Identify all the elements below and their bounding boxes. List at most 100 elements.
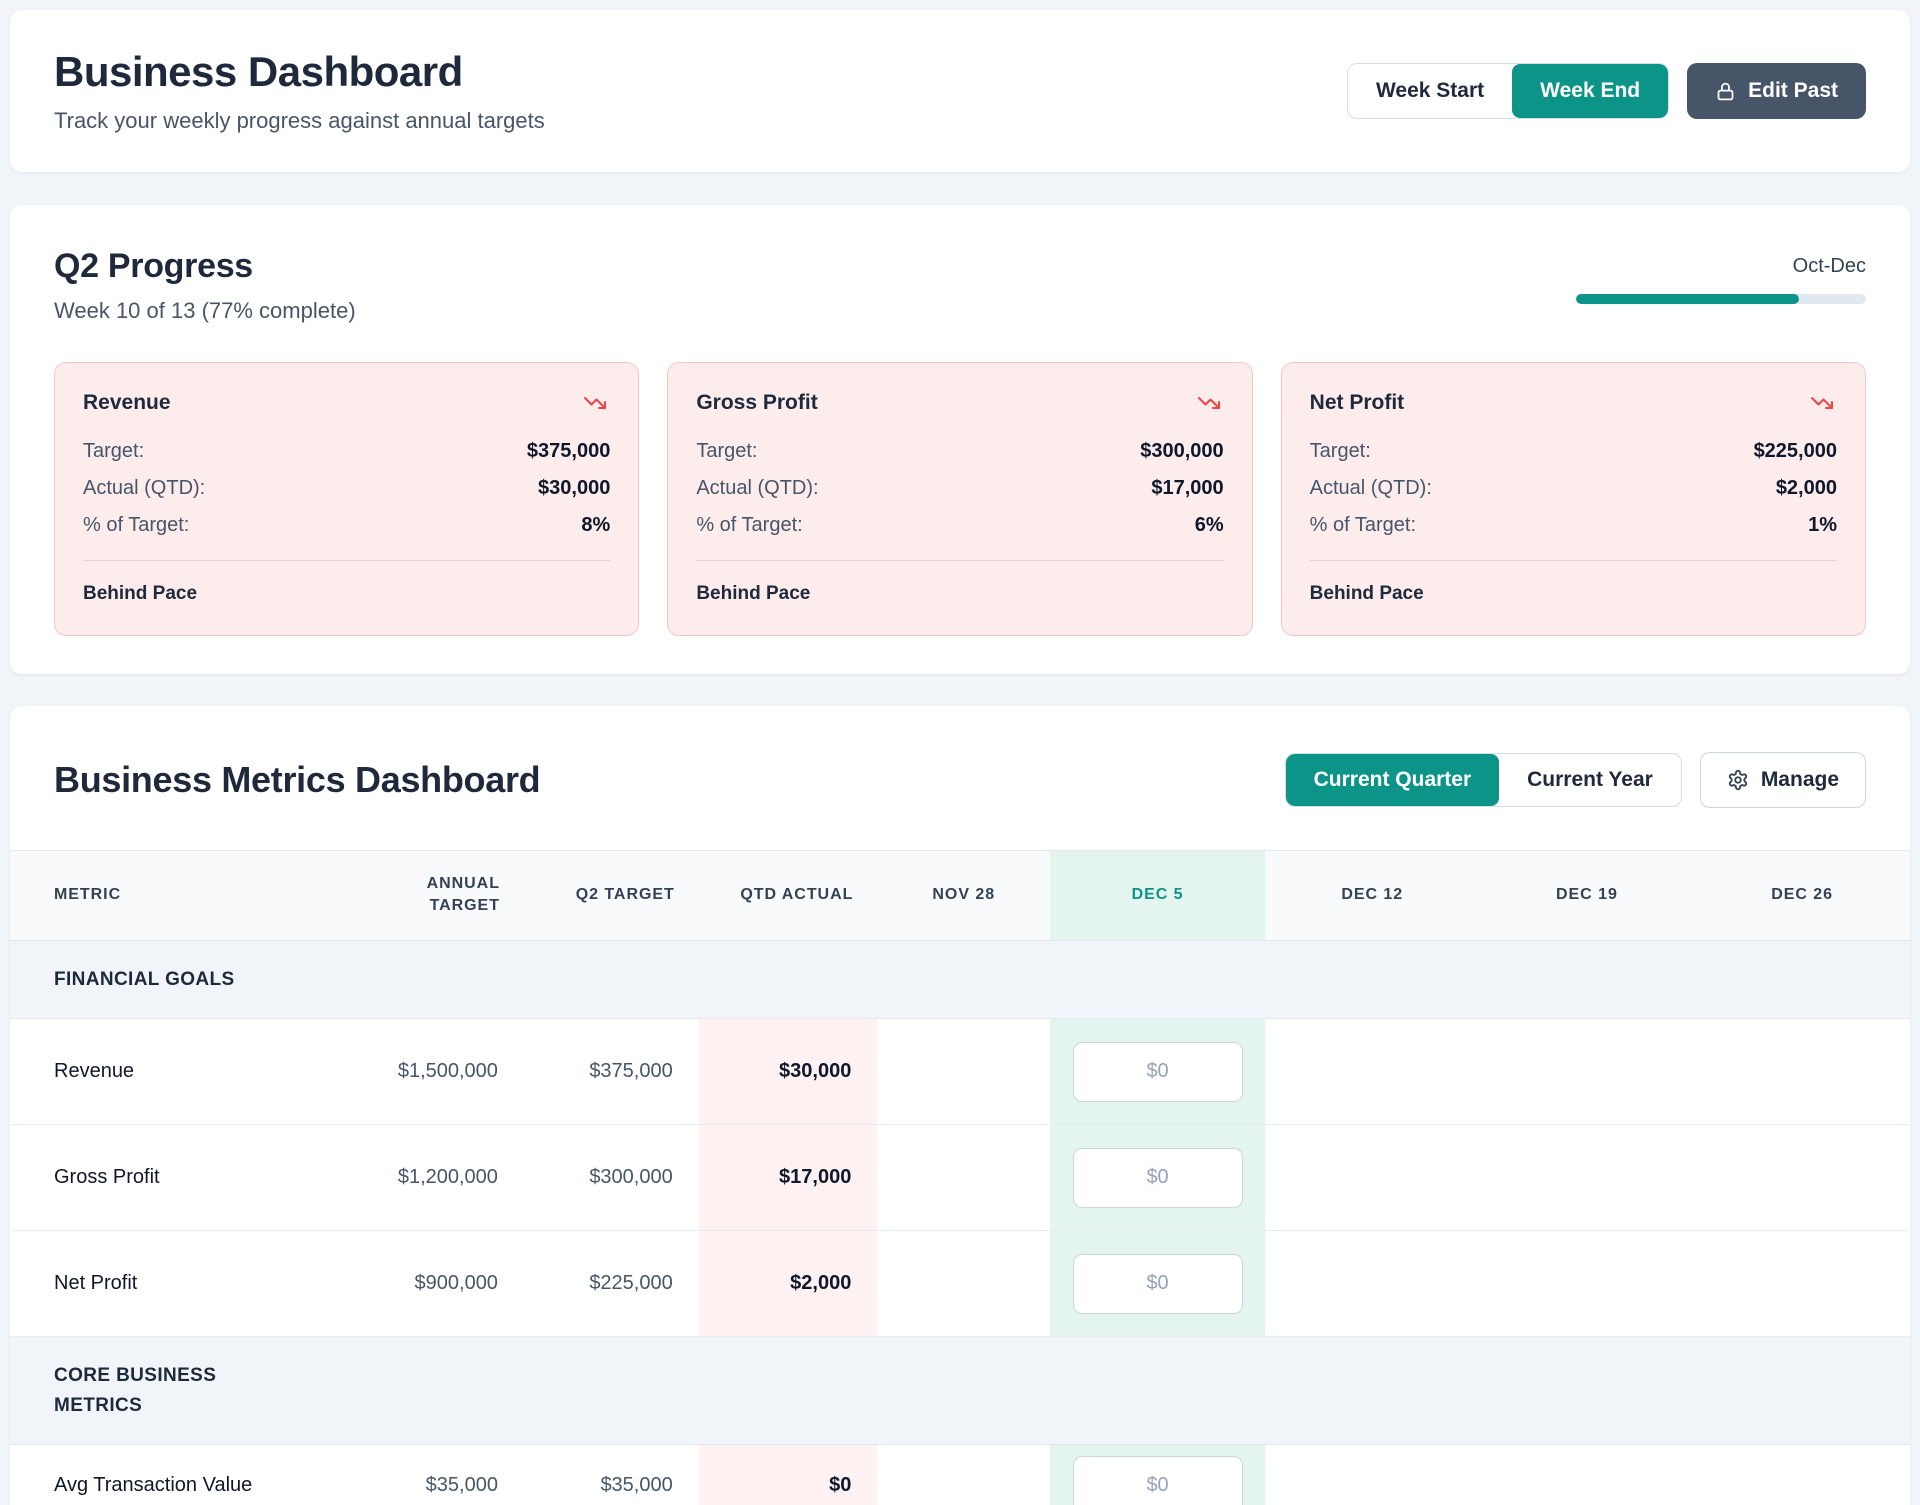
actual-label: Actual (QTD): [83,477,206,499]
divider [1309,560,1837,561]
dec12-cell [1264,1018,1480,1125]
metrics-title: Business Metrics Dashboard [54,759,541,800]
trending-down-icon [580,391,610,415]
dec26-cell [1694,1018,1910,1125]
dec26-cell [1694,1124,1910,1231]
manage-button[interactable]: Manage [1699,752,1866,808]
pct-label: % of Target: [696,514,803,536]
dec19-cell [1479,1444,1695,1505]
current-quarter-button[interactable]: Current Quarter [1285,754,1500,806]
pct-value: 8% [581,514,611,536]
col-header-annual-target: Annual Target [426,875,500,915]
col-header-dec5: Dec 5 [1050,850,1265,941]
period-toggle: Current Quarter Current Year [1284,753,1682,807]
trending-down-icon [1807,391,1837,415]
pct-label: % of Target: [1309,514,1417,536]
week-end-button[interactable]: Week End [1512,64,1669,118]
table-row-net-profit: Net Profit $900,000 $225,000 $2,000 [10,1230,1910,1337]
actual-label: Actual (QTD): [1309,477,1432,499]
dec5-input-net-profit[interactable] [1072,1253,1243,1314]
metrics-table: Metric Annual Target Q2 Target QTD Actua… [10,850,1910,1505]
section-label: Financial Goals [54,968,235,990]
annual-target-value: $1,500,000 [397,1060,498,1083]
dec19-cell [1479,1230,1695,1337]
metrics-controls: Current Quarter Current Year Manage [1284,752,1866,808]
header-text: Business Dashboard Track your weekly pro… [54,48,545,134]
week-start-button[interactable]: Week Start [1348,64,1512,118]
status-badge: Behind Pace [1309,583,1424,604]
divider [83,560,611,561]
metric-card-title: Revenue [83,391,171,414]
qtd-actual-value: $17,000 [698,1124,878,1231]
dec5-cell [1050,1230,1265,1337]
page-title: Business Dashboard [54,48,463,95]
manage-label: Manage [1760,768,1839,791]
header-controls: Week Start Week End Edit Past [1346,63,1866,119]
actual-value: $30,000 [538,477,611,499]
section-label: Core Business Metrics [54,1365,217,1416]
q2-metric-cards: Revenue Target: $375,000 Actual (QTD): $30… [54,362,1866,636]
dec12-cell [1264,1124,1480,1231]
qtd-actual-value: $30,000 [698,1018,878,1125]
q2-progress-bar [1576,294,1866,304]
annual-target-value: $35,000 [425,1474,498,1497]
metric-name: Gross Profit [54,1166,160,1189]
current-year-button[interactable]: Current Year [1499,754,1681,806]
metric-name: Avg Transaction Value [54,1474,253,1497]
dec19-cell [1479,1124,1695,1231]
metric-card-net-profit: Net Profit Target: $225,000 Actual (QTD):… [1280,362,1866,636]
dec5-cell [1050,1444,1265,1505]
dec5-cell [1050,1124,1265,1231]
dec5-input-gross-profit[interactable] [1072,1147,1243,1208]
edit-past-label: Edit Past [1748,79,1838,102]
col-header-qtd-actual: QTD Actual [740,886,854,904]
col-header-q2-target: Q2 Target [575,886,675,904]
nov28-cell [877,1124,1051,1231]
nov28-cell [877,1444,1051,1505]
dec5-cell [1050,1018,1265,1125]
metric-card-title: Net Profit [1309,391,1405,414]
target-value: $375,000 [526,440,611,462]
target-value: $300,000 [1140,440,1224,462]
q2-target-value: $225,000 [589,1272,673,1295]
lock-icon [1715,81,1736,102]
section-row-financial-goals: Financial Goals [10,940,1910,1020]
section-row-core-business-metrics: Core Business Metrics [10,1336,1910,1446]
pct-value: 1% [1808,514,1837,536]
annual-target-value: $900,000 [414,1272,498,1295]
divider [696,560,1224,561]
header-card: Business Dashboard Track your weekly pro… [10,10,1910,172]
edit-past-button[interactable]: Edit Past [1687,63,1866,119]
status-badge: Behind Pace [696,583,811,604]
actual-value: $17,000 [1151,477,1224,499]
pct-value: 6% [1194,514,1224,536]
table-row-revenue: Revenue $1,500,000 $375,000 $30,000 [10,1018,1910,1125]
metrics-dashboard-card: Business Metrics Dashboard Current Quart… [10,706,1910,1505]
metric-name: Revenue [54,1060,135,1083]
q2-head-text: Q2 Progress Week 10 of 13 (77% complete) [54,247,356,324]
actual-label: Actual (QTD): [696,477,819,499]
qtd-actual-value: $2,000 [698,1230,878,1337]
q2-target-value: $375,000 [589,1060,673,1083]
actual-value: $2,000 [1775,477,1837,499]
q2-title: Q2 Progress [54,247,253,285]
q2-progress-fill [1576,294,1800,304]
dec26-cell [1694,1444,1910,1505]
dec12-cell [1264,1444,1480,1505]
dec19-cell [1479,1018,1695,1125]
metric-card-title: Gross Profit [696,391,818,414]
col-header-dec19: Dec 19 [1556,886,1618,904]
nov28-cell [877,1018,1051,1125]
dec5-input-avg-transaction-value[interactable] [1072,1455,1243,1505]
col-header-dec26: Dec 26 [1771,886,1834,904]
dec26-cell [1694,1230,1910,1337]
metric-card-gross-profit: Gross Profit Target: $300,000 Actual (QTD… [667,362,1253,636]
qtd-actual-value: $0 [698,1444,878,1505]
col-header-nov28: Nov 28 [932,886,996,904]
nov28-cell [877,1230,1051,1337]
target-label: Target: [696,440,758,462]
dec5-input-revenue[interactable] [1072,1041,1243,1102]
dec12-cell [1264,1230,1480,1337]
metric-card-revenue: Revenue Target: $375,000 Actual (QTD): $30… [54,362,640,636]
